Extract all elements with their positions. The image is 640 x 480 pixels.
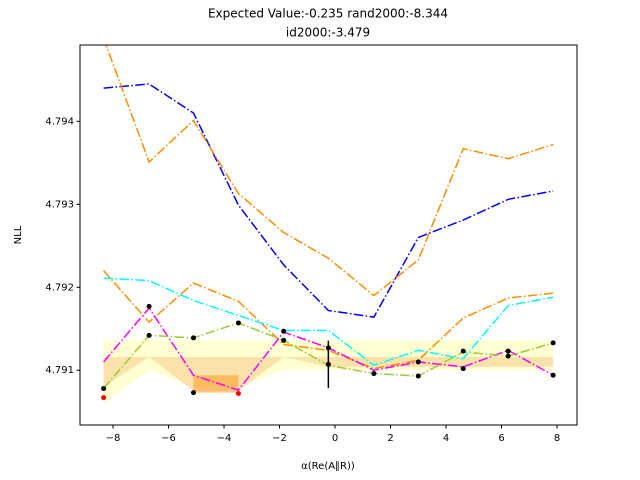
x-tick-label: −2 xyxy=(272,433,287,444)
point xyxy=(505,353,511,359)
y-tick-label: 4.794 xyxy=(45,116,74,127)
x-tick-label: −8 xyxy=(106,433,121,444)
line xyxy=(103,270,554,370)
x-tick-label: −4 xyxy=(217,433,232,444)
point xyxy=(190,390,196,396)
plot-area xyxy=(101,45,556,404)
point xyxy=(325,361,331,367)
point xyxy=(415,359,421,365)
point xyxy=(550,372,556,378)
point xyxy=(235,390,241,396)
y-tick-label: 4.792 xyxy=(45,282,74,293)
point xyxy=(190,335,196,341)
point xyxy=(146,332,152,338)
band xyxy=(103,340,554,404)
point xyxy=(415,373,421,379)
x-tick-label: 2 xyxy=(387,433,393,444)
chart-title: id2000:-3.479 xyxy=(286,26,370,40)
line xyxy=(103,83,554,318)
point xyxy=(371,371,377,377)
axes-frame xyxy=(79,44,578,426)
y-tick-label: 4.791 xyxy=(45,365,74,376)
point xyxy=(101,385,107,391)
point xyxy=(146,303,152,309)
band xyxy=(193,375,239,393)
y-tick-label: 4.793 xyxy=(45,199,74,210)
x-tick-label: 8 xyxy=(554,433,560,444)
point xyxy=(460,366,466,372)
point xyxy=(505,348,511,354)
y-axis-label: NLL xyxy=(13,225,24,244)
point xyxy=(325,345,331,351)
point xyxy=(281,337,287,343)
point xyxy=(235,320,241,326)
line xyxy=(103,277,554,367)
point xyxy=(281,328,287,334)
point xyxy=(460,348,466,354)
x-tick-label: 6 xyxy=(498,433,504,444)
point xyxy=(550,340,556,346)
line xyxy=(105,45,554,297)
x-tick-label: 4 xyxy=(443,433,449,444)
band xyxy=(103,356,554,391)
point xyxy=(101,395,107,401)
x-axis-label: α(Re(A∥R)) xyxy=(301,461,355,472)
x-tick-label: −6 xyxy=(161,433,176,444)
chart-title: Expected Value:-0.235 rand2000:-8.344 xyxy=(208,7,448,21)
x-tick-label: 0 xyxy=(332,433,338,444)
